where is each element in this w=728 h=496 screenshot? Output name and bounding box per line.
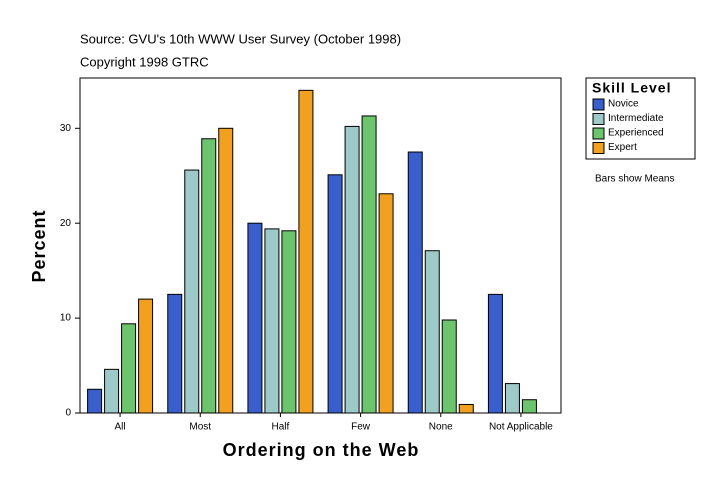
x-tick-label: Not Applicable (489, 422, 553, 433)
bar (138, 298, 154, 414)
bar (487, 293, 503, 414)
bar (521, 399, 537, 414)
y-tick-label: 30 (60, 123, 72, 134)
bar (247, 222, 263, 414)
bar (407, 151, 423, 414)
bar (218, 127, 234, 414)
bar (378, 193, 394, 414)
x-tick-label: Half (272, 422, 290, 433)
x-tick-label: Most (189, 422, 211, 433)
legend-label: Intermediate (608, 113, 664, 124)
y-tick-label: 0 (65, 408, 71, 419)
bar (121, 323, 137, 414)
bar (167, 293, 183, 414)
chart-title: Source: GVU's 10th WWW User Survey (Octo… (80, 31, 401, 46)
legend-swatch (592, 127, 605, 140)
legend-title: Skill Level (592, 80, 671, 96)
bar (327, 174, 343, 414)
bar (298, 89, 314, 414)
x-tick-label: None (429, 422, 453, 433)
legend-label: Novice (608, 99, 639, 110)
bar (504, 383, 520, 414)
legend-swatch (592, 98, 605, 111)
legend-swatch (592, 142, 605, 154)
bar (87, 388, 103, 414)
plot-frame (79, 77, 562, 414)
bar (344, 125, 360, 414)
y-tick-label: 10 (60, 313, 72, 324)
legend-label: Experienced (608, 128, 664, 139)
bar (281, 230, 297, 414)
bar (104, 368, 120, 414)
chart-subtitle: Copyright 1998 GTRC (80, 54, 209, 69)
bar (184, 169, 200, 414)
x-axis-label: Ordering on the Web (223, 440, 420, 460)
legend-swatch (592, 113, 605, 125)
bar (264, 228, 280, 414)
bar (201, 138, 217, 414)
bar (424, 250, 440, 414)
bar (441, 319, 457, 414)
y-axis-label: Percent (29, 209, 49, 282)
x-tick-label: All (115, 422, 126, 433)
y-tick-label: 20 (60, 218, 72, 229)
x-tick-label: Few (351, 422, 371, 433)
bar (458, 403, 474, 414)
bar (361, 115, 377, 414)
legend-label: Expert (608, 142, 637, 153)
annotation: Bars show Means (595, 174, 674, 185)
